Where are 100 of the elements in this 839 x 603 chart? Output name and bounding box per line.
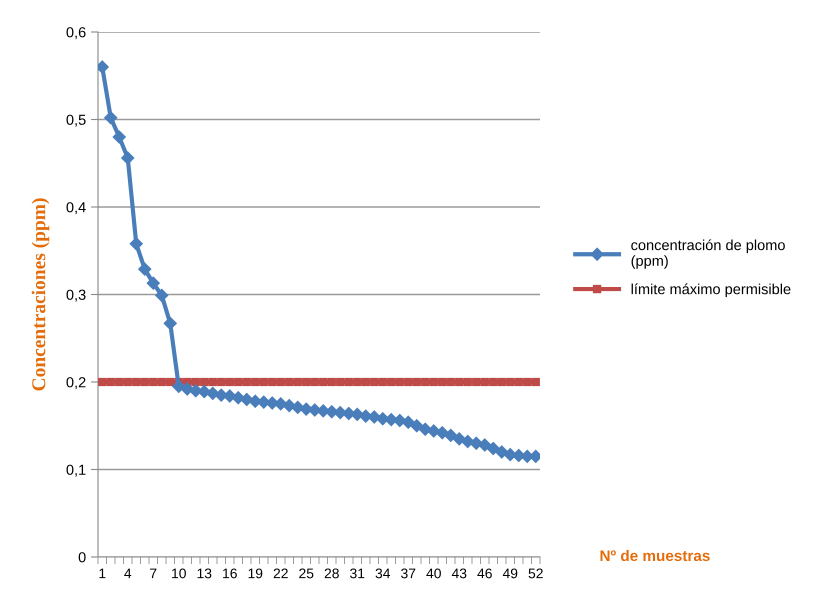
point: [412, 378, 421, 386]
point: [242, 378, 251, 386]
y-axis-title: Concentraciones (ppm): [32, 198, 50, 390]
point: [486, 442, 500, 456]
point: [342, 406, 356, 420]
point: [362, 378, 370, 386]
point: [444, 428, 458, 442]
point: [285, 378, 294, 386]
point: [240, 392, 254, 406]
point: [294, 378, 302, 386]
x-tick-label: 34: [376, 568, 390, 578]
point: [455, 378, 464, 386]
point: [421, 378, 430, 386]
x-tick-label: 28: [324, 568, 339, 578]
y-tick-label: 0,3: [66, 290, 86, 302]
point: [446, 378, 455, 386]
point: [370, 378, 378, 386]
point: [489, 378, 498, 386]
point: [180, 382, 194, 396]
point: [121, 151, 134, 165]
x-tick-label: 25: [299, 568, 314, 578]
legend-label: límite máximo permisible: [632, 283, 790, 298]
point: [149, 378, 158, 386]
point: [478, 438, 492, 452]
point: [495, 445, 508, 459]
point: [166, 378, 174, 386]
legend-label: concentración de plomo (ppm): [631, 239, 785, 269]
point: [302, 378, 310, 386]
point: [404, 378, 412, 386]
point: [319, 378, 328, 386]
point: [512, 448, 526, 462]
point: [393, 414, 406, 428]
point: [234, 378, 242, 386]
y-tick-label: 0: [78, 552, 86, 562]
point: [268, 378, 276, 386]
point: [217, 378, 226, 386]
point: [155, 288, 168, 302]
y-tick-label: 0,2: [66, 377, 86, 390]
x-tick-label: 31: [350, 568, 364, 578]
point: [378, 378, 387, 386]
point: [310, 378, 319, 386]
point: [472, 378, 480, 386]
point: [461, 434, 474, 448]
x-tick-label: 16: [223, 568, 237, 578]
x-axis-title: Nº de muestras: [600, 550, 710, 562]
point: [308, 403, 322, 417]
point: [132, 378, 140, 386]
point: [98, 378, 106, 386]
point: [532, 378, 540, 386]
point: [198, 385, 211, 398]
point: [266, 396, 279, 410]
x-tick-label: 52: [528, 568, 543, 578]
point: [368, 410, 381, 424]
x-tick-label: 40: [426, 568, 441, 578]
point: [158, 378, 166, 386]
point: [115, 378, 124, 386]
point: [328, 378, 336, 386]
point: [498, 378, 506, 386]
point: [138, 262, 152, 276]
x-tick-label: 49: [502, 568, 518, 578]
x-tick-label: 13: [198, 568, 212, 578]
x-tick-label: 37: [401, 568, 416, 578]
point: [192, 378, 200, 386]
point: [336, 378, 344, 386]
point: [506, 378, 514, 386]
point: [438, 378, 446, 386]
x-tick-label: 46: [477, 568, 492, 578]
y-tick-label: 0,4: [66, 202, 86, 214]
point: [260, 378, 268, 386]
point: [514, 378, 523, 386]
point: [146, 276, 160, 290]
y-tick-label: 0,1: [66, 464, 86, 477]
point: [164, 316, 177, 330]
point: [402, 416, 415, 429]
point: [226, 378, 234, 386]
x-tick-label: 22: [274, 568, 288, 578]
x-tick-label: 10: [172, 568, 186, 578]
point: [276, 378, 285, 386]
point: [124, 378, 132, 386]
point: [104, 111, 118, 124]
point: [200, 378, 208, 386]
point: [523, 378, 532, 386]
point: [140, 378, 149, 386]
point: [427, 424, 440, 438]
x-tick-label: 7: [150, 568, 156, 578]
point: [464, 378, 472, 386]
point: [344, 378, 353, 386]
point: [106, 378, 115, 386]
point: [353, 378, 362, 386]
point: [130, 237, 143, 250]
point: [223, 389, 236, 403]
x-tick-label: 1: [99, 568, 106, 578]
point: [282, 399, 296, 412]
point: [430, 378, 438, 386]
point: [208, 378, 217, 386]
point: [410, 419, 424, 432]
point: [112, 130, 126, 144]
point: [387, 378, 396, 386]
point: [251, 378, 260, 386]
point: [480, 378, 489, 386]
